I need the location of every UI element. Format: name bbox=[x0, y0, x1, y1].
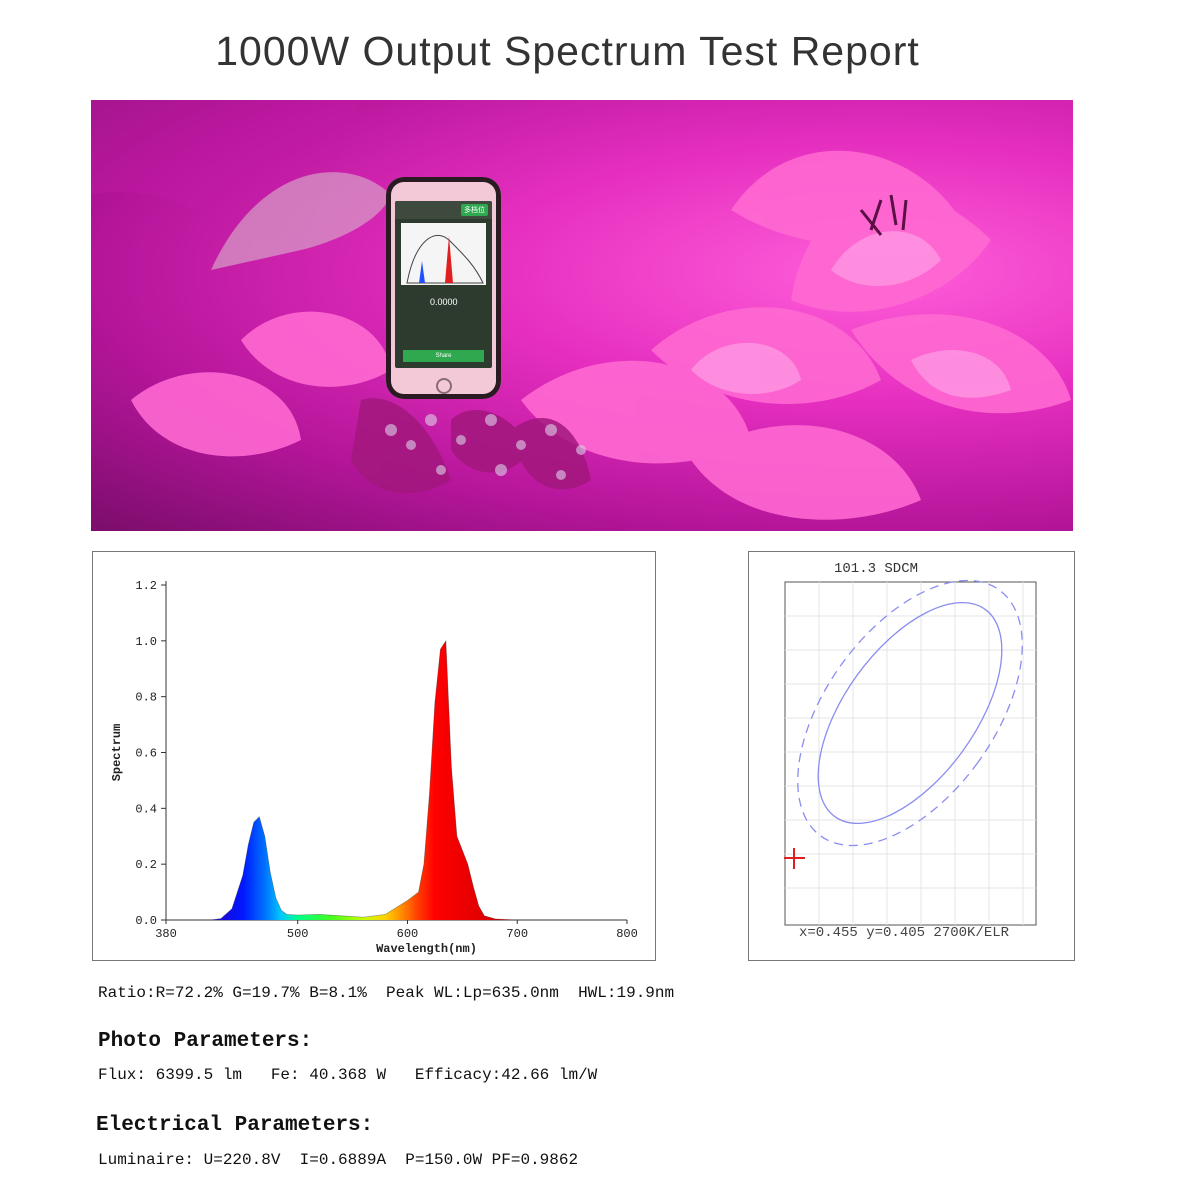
phone-home-button bbox=[436, 378, 452, 394]
cie-chart-panel: 101.3 SDCM x=0.455 y=0.405 2700K/ELR bbox=[748, 551, 1075, 961]
spectrum-line bbox=[166, 639, 627, 921]
electrical-parameters-heading: Electrical Parameters: bbox=[96, 1114, 374, 1137]
page-title: 1000W Output Spectrum Test Report bbox=[215, 28, 920, 74]
cie-readout: x=0.455 y=0.405 2700K/ELR bbox=[799, 925, 1010, 941]
y-axis-label: Spectrum bbox=[110, 724, 124, 782]
phone-share-button: Share bbox=[403, 350, 484, 362]
phone-screen: 多档位 0.0000 Share bbox=[395, 201, 492, 368]
photo-parameters-line: Flux: 6399.5 lm Fe: 40.368 W Efficacy:42… bbox=[98, 1066, 598, 1084]
x-tick-label: 800 bbox=[616, 927, 638, 941]
lily-flowers-image bbox=[91, 100, 1071, 520]
phone-mini-spectrum bbox=[401, 223, 486, 285]
phone-mode-badge: 多档位 bbox=[461, 204, 488, 216]
phone-reading: 0.0000 bbox=[430, 297, 458, 307]
electrical-parameters-line: Luminaire: U=220.8V I=0.6889A P=150.0W P… bbox=[98, 1151, 579, 1169]
spectrum-chart: 0.0 0.2 0.4 0.6 0.8 1.0 1.2 380 500 600 700 800 Wave… bbox=[110, 579, 638, 956]
spectrum-chart-panel: 0.0 0.2 0.4 0.6 0.8 1.0 1.2 380 500 600 700 800 Wave… bbox=[92, 551, 656, 961]
phone-app-header: 多档位 bbox=[395, 201, 492, 219]
ratio-line: Ratio:R=72.2% G=19.7% B=8.1% Peak WL:Lp=… bbox=[98, 984, 675, 1002]
spectrum-area bbox=[166, 640, 627, 920]
x-axis-label: Wavelength(nm) bbox=[376, 942, 477, 956]
y-tick-label: 0.0 bbox=[135, 914, 157, 928]
y-tick-label: 0.4 bbox=[135, 802, 157, 816]
hero-photo: 多档位 0.0000 Share bbox=[91, 100, 1073, 531]
x-tick-label: 600 bbox=[397, 927, 419, 941]
cie-grid bbox=[785, 582, 1036, 925]
y-tick-label: 0.8 bbox=[135, 691, 157, 705]
macadam-ellipse-inner bbox=[817, 601, 1003, 825]
cie-plot-area bbox=[784, 581, 1037, 926]
y-tick-label: 1.2 bbox=[135, 579, 157, 593]
x-tick-label: 380 bbox=[155, 927, 177, 941]
photo-parameters-heading: Photo Parameters: bbox=[98, 1030, 313, 1053]
x-tick-label: 700 bbox=[506, 927, 528, 941]
y-tick-label: 0.6 bbox=[135, 747, 157, 761]
y-tick-label: 1.0 bbox=[135, 635, 157, 649]
cie-chart: 101.3 SDCM x=0.455 y=0.405 2700K/ELR bbox=[784, 561, 1037, 941]
smartphone: 多档位 0.0000 Share bbox=[386, 177, 501, 399]
y-tick-label: 0.2 bbox=[135, 858, 157, 872]
chromaticity-point-marker bbox=[784, 848, 805, 869]
x-tick-label: 500 bbox=[287, 927, 309, 941]
macadam-ellipse-outer bbox=[797, 579, 1023, 847]
sdcm-label: 101.3 SDCM bbox=[834, 561, 918, 577]
